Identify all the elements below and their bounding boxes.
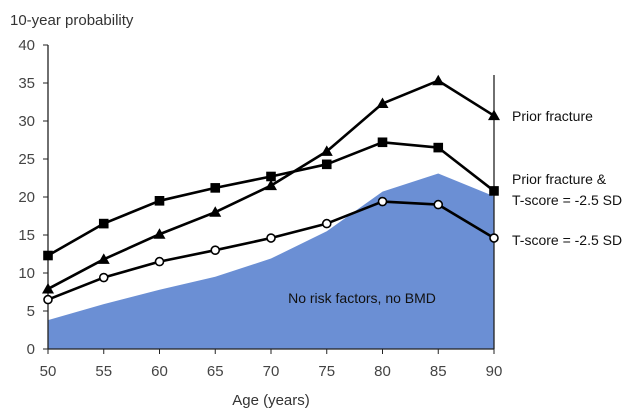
- series-3-point: [433, 199, 444, 210]
- x-axis-title: Age (years): [232, 392, 310, 409]
- area-series-0: [48, 173, 494, 349]
- series-2-point: [98, 218, 109, 229]
- y-tick-label: 20: [18, 189, 35, 206]
- series-1-point: [265, 179, 277, 191]
- x-tick-label: 90: [486, 363, 503, 380]
- series-2-point: [154, 196, 165, 206]
- series-3-point: [154, 256, 165, 267]
- series-2-point: [210, 183, 221, 193]
- y-tick-label: 35: [18, 75, 35, 92]
- series-2-point: [433, 142, 444, 153]
- series-3-point: [43, 294, 53, 305]
- y-tick-label: 5: [27, 303, 35, 320]
- y-axis-title: 10-year probability: [10, 12, 134, 29]
- series-2-point: [489, 186, 499, 196]
- x-tick-label: 65: [207, 363, 224, 380]
- series-1-point: [42, 282, 54, 294]
- series-3-point: [98, 272, 109, 283]
- series-2-point: [377, 137, 388, 148]
- series-1-point: [432, 74, 445, 86]
- series-3-point: [210, 245, 221, 255]
- y-tick-label: 15: [18, 227, 35, 244]
- x-tick-label: 75: [318, 363, 335, 380]
- y-tick-label: 40: [18, 37, 35, 54]
- series-2-point: [321, 159, 332, 170]
- series-2-point: [266, 171, 276, 182]
- y-tick-label: 10: [18, 265, 35, 282]
- series-3-point: [489, 233, 499, 243]
- series-1-point: [209, 206, 222, 217]
- series-1-point: [153, 228, 166, 239]
- series-3-point: [266, 233, 276, 243]
- y-tick-label: 0: [27, 341, 35, 358]
- series-3-point: [321, 218, 332, 229]
- prior-fracture-tscore-series-label-line-2: T-score = -2.5 SD: [512, 192, 622, 208]
- y-tick-label: 25: [18, 151, 35, 168]
- x-tick-label: 70: [263, 363, 280, 380]
- tscore-series-label: T-score = -2.5 SD: [512, 232, 622, 248]
- x-tick-label: 55: [95, 363, 112, 380]
- series-3-point: [377, 196, 388, 207]
- x-tick-label: 60: [151, 363, 168, 380]
- series-1-point: [488, 109, 500, 121]
- series-1-point: [376, 97, 389, 109]
- x-tick-label: 50: [40, 363, 57, 380]
- x-tick-label: 85: [430, 363, 447, 380]
- series-1-point: [320, 145, 333, 156]
- series-2-point: [43, 250, 53, 261]
- prior-fracture-tscore-series-label-line-1: Prior fracture &: [512, 171, 607, 187]
- prior-fracture-series-label: Prior fracture: [512, 108, 593, 124]
- series-1-point: [97, 253, 110, 264]
- area-series-label: No risk factors, no BMD: [288, 290, 436, 306]
- x-tick-label: 80: [374, 363, 391, 380]
- y-tick-label: 30: [18, 113, 35, 130]
